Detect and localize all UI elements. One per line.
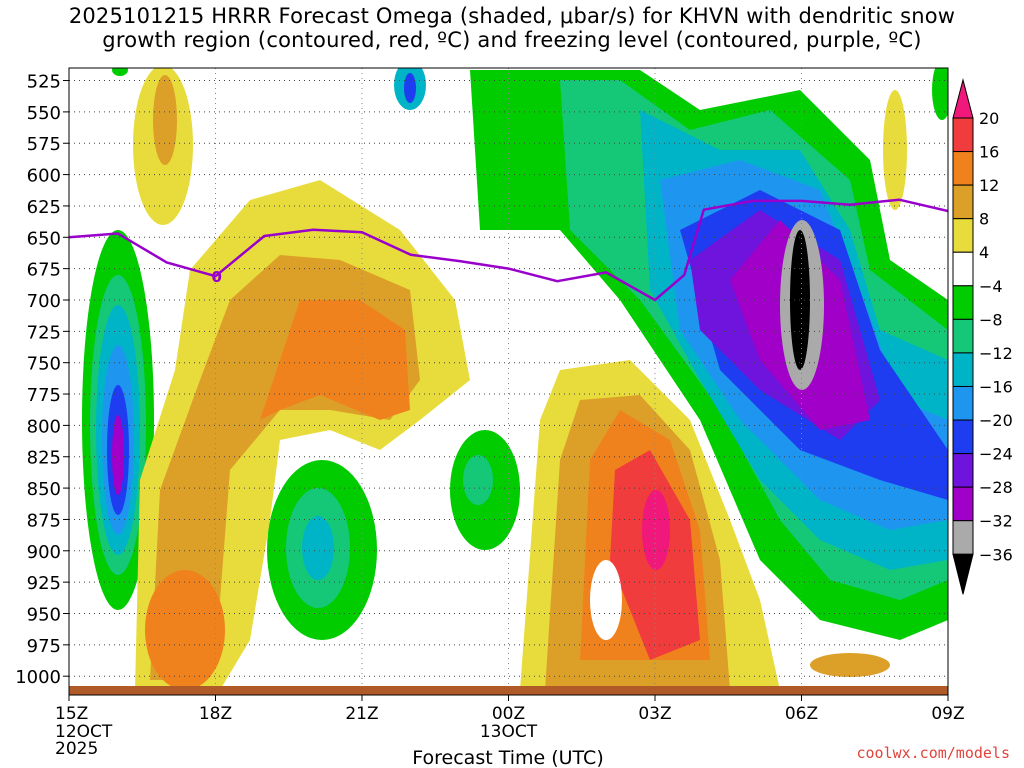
y-tick-label-525: 525 bbox=[27, 72, 61, 93]
colorbar-swatch-8 bbox=[952, 352, 974, 387]
omega-shaded-field bbox=[82, 68, 948, 690]
y-tick-label-825: 825 bbox=[27, 448, 61, 469]
y-tick-label-625: 625 bbox=[27, 197, 61, 218]
y-tick-label-950: 950 bbox=[27, 604, 61, 625]
colorbar-swatch-11 bbox=[952, 453, 974, 488]
omega-region-neutral-right bbox=[590, 560, 622, 640]
omega-region-p8-lowright bbox=[810, 653, 890, 677]
ground-strip bbox=[69, 686, 948, 695]
colorbar-swatch-bottom bbox=[952, 553, 974, 595]
y-tick-label-925: 925 bbox=[27, 573, 61, 594]
y-tick-label-725: 725 bbox=[27, 322, 61, 343]
colorbar-label-4: 4 bbox=[979, 243, 989, 262]
x-tick-label-06Z: 06Z bbox=[785, 704, 818, 724]
y-tick-label-975: 975 bbox=[27, 636, 61, 657]
freezing-level-line bbox=[69, 198, 948, 302]
omega-region-p20-right bbox=[642, 490, 670, 570]
omega-region-m12-b bbox=[302, 516, 334, 580]
colorbar-label-2: 12 bbox=[979, 176, 999, 195]
colorbar-label-5: −4 bbox=[979, 277, 1003, 296]
x-tick-sublabel-15Z-1: 2025 bbox=[55, 739, 98, 759]
x-axis-label: Forecast Time (UTC) bbox=[412, 747, 603, 768]
omega-region-m28-a bbox=[112, 415, 124, 495]
colorbar-swatch-4 bbox=[952, 218, 974, 253]
freezing-level-layer: 0 bbox=[69, 198, 948, 302]
colorbar-label-13: −36 bbox=[979, 545, 1013, 564]
freezing-level-label: 0 bbox=[212, 268, 222, 286]
y-axis: 525 550 575 600 625 650 675 700 725 750 775 800 825 8… bbox=[15, 72, 69, 688]
x-tick-label-00Z: 00Z bbox=[492, 704, 525, 724]
omega-region-m8-c bbox=[463, 455, 493, 505]
colorbar-label-9: −20 bbox=[979, 411, 1013, 430]
y-tick-label-550: 550 bbox=[27, 103, 61, 124]
y-tick-label-900: 900 bbox=[27, 542, 61, 563]
colorbar-swatch-1 bbox=[952, 117, 974, 153]
colorbar-label-1: 16 bbox=[979, 143, 999, 162]
colorbar-swatch-10 bbox=[952, 419, 974, 455]
x-tick-label-15Z: 15Z bbox=[55, 704, 88, 724]
colorbar-swatch-9 bbox=[952, 385, 974, 421]
x-tick-sublabel-15Z-0: 12OCT bbox=[55, 722, 113, 742]
colorbar-label-6: −8 bbox=[979, 310, 1003, 329]
omega-region-m36-right bbox=[790, 230, 810, 370]
omega-region-p12-low bbox=[145, 570, 225, 690]
y-tick-label-1000: 1000 bbox=[15, 667, 61, 688]
y-tick-label-600: 600 bbox=[27, 166, 61, 187]
colorbar-label-0: 20 bbox=[979, 109, 999, 128]
x-tick-sublabel-00Z-0: 13OCT bbox=[480, 722, 538, 742]
x-tick-label-21Z: 21Z bbox=[345, 704, 378, 724]
y-tick-label-650: 650 bbox=[27, 228, 61, 249]
omega-region-m4-corner bbox=[112, 68, 128, 76]
x-tick-label-09Z: 09Z bbox=[931, 704, 964, 724]
colorbar-label-12: −32 bbox=[979, 512, 1013, 531]
x-tick-label-03Z: 03Z bbox=[638, 704, 671, 724]
x-tick-label-18Z: 18Z bbox=[199, 704, 232, 724]
chart-title-line2: growth region (contoured, red, ºC) and f… bbox=[102, 28, 922, 52]
omega-region-p12-center bbox=[260, 300, 410, 420]
colorbar-swatch-5 bbox=[952, 251, 974, 287]
omega-region-m4-topright bbox=[932, 68, 948, 120]
colorbar-swatch-13 bbox=[952, 520, 974, 555]
colorbar-swatch-12 bbox=[952, 486, 974, 522]
colorbar-swatch-top bbox=[952, 78, 974, 119]
colorbar-label-3: 8 bbox=[979, 210, 989, 229]
colorbar-swatch-2 bbox=[952, 151, 974, 186]
y-tick-label-750: 750 bbox=[27, 354, 61, 375]
omega-region-p4-topright bbox=[883, 90, 907, 210]
site-credit[interactable]: coolwx.com/models bbox=[856, 744, 1010, 762]
chart-title-line1: 2025101215 HRRR Forecast Omega (shaded, … bbox=[68, 4, 956, 28]
omega-region-p8-top bbox=[153, 75, 177, 165]
colorbar-label-8: −16 bbox=[979, 377, 1013, 396]
colorbar-swatch-3 bbox=[952, 184, 974, 220]
colorbar-label-10: −24 bbox=[979, 445, 1013, 464]
y-tick-label-775: 775 bbox=[27, 385, 61, 406]
y-tick-label-700: 700 bbox=[27, 291, 61, 312]
y-tick-label-850: 850 bbox=[27, 479, 61, 500]
colorbar-label-7: −12 bbox=[979, 344, 1013, 363]
colorbar-label-11: −28 bbox=[979, 478, 1013, 497]
omega-region-m20-top bbox=[404, 73, 416, 103]
colorbar-legend: 20 16 12 8 4 −4 −8 −12 −16 −20 −24 −28 −32 −36 bbox=[952, 78, 1013, 595]
y-tick-label-575: 575 bbox=[27, 134, 61, 155]
y-tick-label-675: 675 bbox=[27, 260, 61, 281]
y-tick-label-800: 800 bbox=[27, 416, 61, 437]
chart-title: 2025101215 HRRR Forecast Omega (shaded, … bbox=[0, 4, 1024, 52]
colorbar-swatch-7 bbox=[952, 318, 974, 354]
y-tick-label-875: 875 bbox=[27, 510, 61, 531]
colorbar-swatch-6 bbox=[952, 285, 974, 320]
